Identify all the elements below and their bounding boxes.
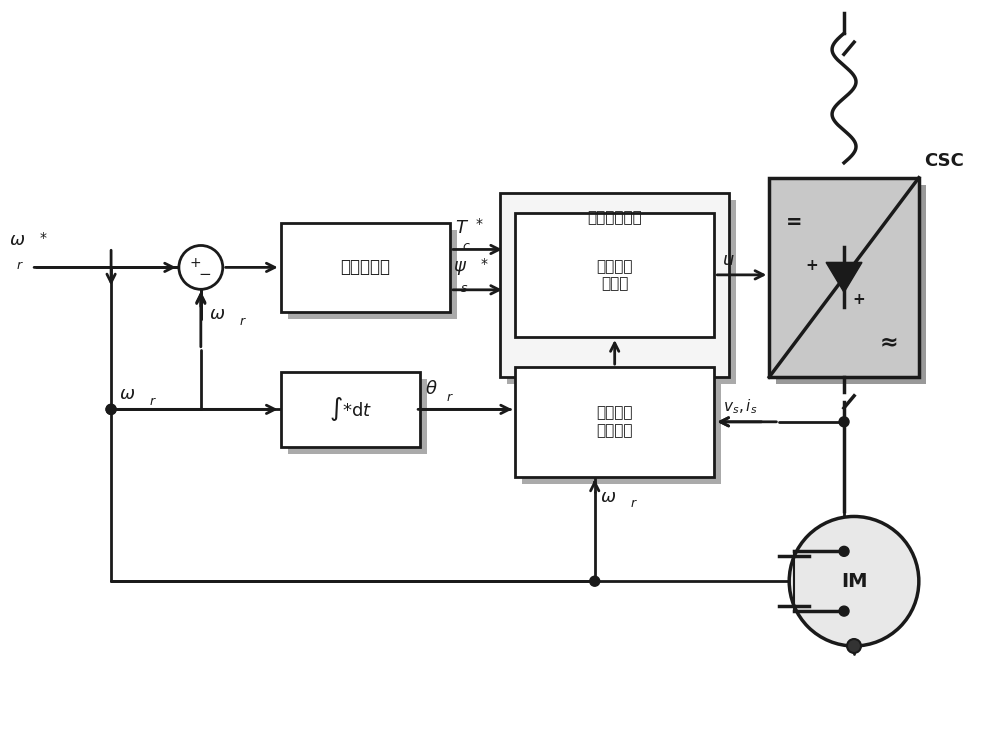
FancyBboxPatch shape xyxy=(288,379,427,453)
FancyBboxPatch shape xyxy=(515,213,714,337)
FancyBboxPatch shape xyxy=(522,374,721,483)
FancyBboxPatch shape xyxy=(281,372,420,447)
Circle shape xyxy=(839,546,849,557)
Text: $r$: $r$ xyxy=(16,259,24,272)
Text: $*$: $*$ xyxy=(39,229,48,243)
Text: $\psi$: $\psi$ xyxy=(453,259,467,277)
Text: $r$: $r$ xyxy=(239,314,247,328)
Circle shape xyxy=(106,404,116,415)
Text: $u$: $u$ xyxy=(722,251,735,269)
Polygon shape xyxy=(826,262,862,292)
Text: $\omega$: $\omega$ xyxy=(9,231,26,249)
Text: IM: IM xyxy=(841,571,867,591)
Text: =: = xyxy=(786,213,802,232)
Text: $T$: $T$ xyxy=(455,219,469,237)
FancyBboxPatch shape xyxy=(776,185,926,384)
Circle shape xyxy=(839,606,849,616)
Circle shape xyxy=(789,516,919,646)
Text: $v_s, i_s$: $v_s, i_s$ xyxy=(723,397,757,416)
Text: $\omega$: $\omega$ xyxy=(119,385,135,403)
FancyBboxPatch shape xyxy=(522,220,721,344)
FancyBboxPatch shape xyxy=(281,223,450,312)
Text: $\int$*d$t$: $\int$*d$t$ xyxy=(329,395,372,424)
Text: $r$: $r$ xyxy=(630,497,637,510)
Text: ≈: ≈ xyxy=(880,332,898,352)
Text: $r$: $r$ xyxy=(446,391,454,404)
FancyBboxPatch shape xyxy=(507,199,736,384)
Text: $r$: $r$ xyxy=(149,395,157,408)
FancyBboxPatch shape xyxy=(500,193,729,377)
Circle shape xyxy=(839,417,849,427)
Text: +: + xyxy=(853,292,865,307)
Circle shape xyxy=(179,246,223,289)
FancyBboxPatch shape xyxy=(515,367,714,477)
Text: +: + xyxy=(806,258,819,273)
Text: $s$: $s$ xyxy=(460,282,468,295)
Text: 预测转矩控制: 预测转矩控制 xyxy=(587,211,642,226)
Text: $\theta$: $\theta$ xyxy=(425,380,438,398)
Text: 状态变量
轨迹预测: 状态变量 轨迹预测 xyxy=(596,406,633,438)
Circle shape xyxy=(106,404,116,415)
Text: $c$: $c$ xyxy=(462,240,471,253)
Circle shape xyxy=(847,639,861,653)
Text: +: + xyxy=(189,256,201,270)
FancyBboxPatch shape xyxy=(769,178,919,377)
Text: −: − xyxy=(198,267,211,282)
Text: $\omega$: $\omega$ xyxy=(600,488,616,506)
Text: 代价函数
最小化: 代价函数 最小化 xyxy=(596,258,633,291)
Circle shape xyxy=(590,576,600,586)
Text: $*$: $*$ xyxy=(480,255,489,269)
Text: CSC: CSC xyxy=(924,152,964,170)
FancyBboxPatch shape xyxy=(288,229,457,319)
Text: $\omega$: $\omega$ xyxy=(209,306,225,323)
Text: 转速控制器: 转速控制器 xyxy=(340,258,390,276)
Text: $*$: $*$ xyxy=(475,214,484,229)
